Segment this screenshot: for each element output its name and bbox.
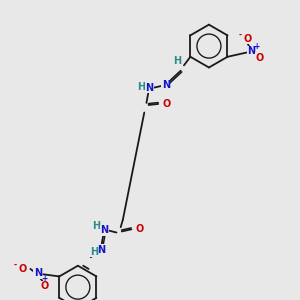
Text: O: O [256, 53, 264, 63]
Text: H: H [173, 56, 181, 66]
Text: N: N [247, 46, 255, 56]
Text: -: - [239, 31, 242, 40]
Text: O: O [163, 99, 171, 109]
Text: H: H [90, 247, 98, 257]
Text: O: O [19, 264, 27, 274]
Text: +: + [253, 42, 260, 51]
Text: +: + [41, 274, 47, 283]
Text: N: N [34, 268, 42, 278]
Text: N: N [100, 225, 109, 236]
Text: N: N [146, 83, 154, 93]
Text: H: H [137, 82, 145, 92]
Text: -: - [14, 261, 17, 270]
Text: N: N [98, 244, 106, 255]
Text: N: N [162, 80, 170, 90]
Text: H: H [92, 221, 100, 231]
Text: O: O [244, 34, 252, 44]
Text: O: O [40, 281, 48, 291]
Text: O: O [136, 224, 144, 234]
